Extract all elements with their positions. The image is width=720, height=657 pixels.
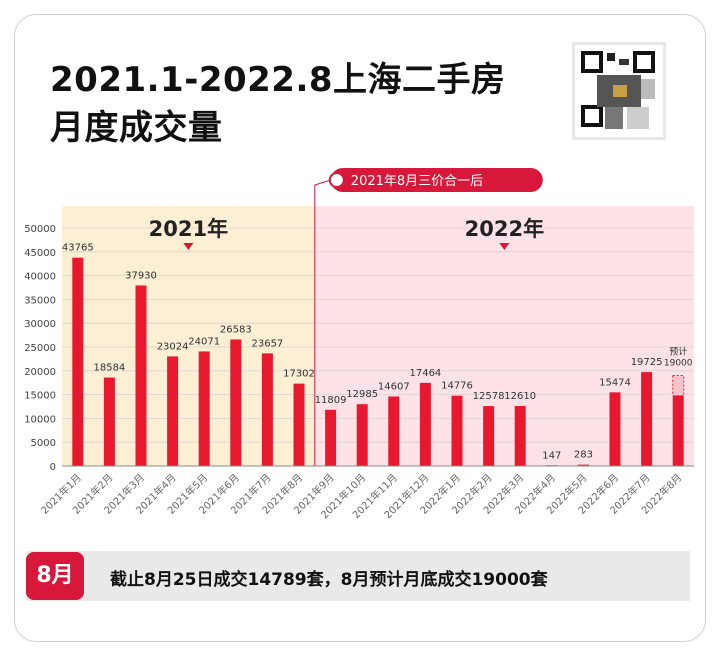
bar bbox=[103, 377, 115, 466]
y-tick-label: 25000 bbox=[24, 343, 56, 354]
down-arrow-icon bbox=[183, 243, 194, 250]
data-label: 15474 bbox=[599, 377, 631, 388]
data-label: 11809 bbox=[315, 395, 347, 406]
qr-code bbox=[572, 42, 666, 140]
data-label: 283 bbox=[574, 450, 593, 461]
y-tick-label: 40000 bbox=[24, 272, 56, 283]
region-2021-label: 2021年 bbox=[149, 217, 228, 241]
data-label: 19725 bbox=[631, 357, 663, 368]
y-tick-label: 30000 bbox=[24, 319, 56, 330]
annotation-dot-icon bbox=[328, 172, 345, 188]
y-tick-label: 15000 bbox=[24, 391, 56, 402]
bar bbox=[293, 383, 305, 466]
data-label: 26583 bbox=[220, 324, 252, 335]
y-tick-label: 5000 bbox=[31, 438, 56, 449]
data-label: 14776 bbox=[441, 381, 473, 392]
data-label: 14607 bbox=[378, 381, 410, 392]
bar bbox=[356, 404, 368, 466]
summary-text: 截止8月25日成交14789套，8月预计月底成交19000套 bbox=[110, 570, 548, 590]
bar bbox=[641, 372, 653, 466]
y-tick-label: 10000 bbox=[24, 414, 56, 425]
bar bbox=[198, 351, 210, 466]
bar bbox=[483, 406, 495, 466]
data-label: 12610 bbox=[504, 391, 536, 402]
bar bbox=[388, 396, 400, 466]
bar bbox=[577, 464, 589, 466]
bar bbox=[419, 382, 431, 466]
bar bbox=[261, 353, 273, 466]
data-label: 24071 bbox=[188, 336, 220, 347]
annotation-pill bbox=[330, 168, 543, 192]
data-label: 17302 bbox=[283, 369, 315, 380]
summary-bar bbox=[26, 551, 690, 601]
data-label: 18584 bbox=[93, 363, 125, 374]
bar bbox=[451, 395, 463, 466]
bar bbox=[325, 409, 337, 466]
down-arrow-icon bbox=[499, 243, 510, 250]
forecast-value: 19000 bbox=[664, 359, 693, 369]
data-label: 17464 bbox=[409, 368, 441, 379]
y-tick-label: 50000 bbox=[24, 224, 56, 235]
annotation-connector bbox=[314, 179, 331, 186]
y-tick-label: 0 bbox=[50, 462, 56, 473]
bar bbox=[672, 395, 684, 466]
y-tick-label: 35000 bbox=[24, 295, 56, 306]
data-label: 23024 bbox=[157, 341, 189, 352]
bar bbox=[167, 356, 179, 466]
bar bbox=[135, 285, 147, 466]
data-label: 43765 bbox=[62, 243, 94, 254]
data-label: 12578 bbox=[473, 391, 505, 402]
region-2022-label: 2022年 bbox=[465, 217, 544, 241]
data-label: 37930 bbox=[125, 270, 157, 281]
bar bbox=[230, 339, 242, 466]
data-label: 12985 bbox=[346, 389, 378, 400]
bar bbox=[514, 405, 526, 466]
data-label: 23657 bbox=[251, 338, 283, 349]
annotation-label: 2021年8月三价合一后 bbox=[351, 174, 483, 189]
bar bbox=[609, 392, 621, 466]
data-label: 147 bbox=[542, 450, 561, 461]
y-tick-label: 45000 bbox=[24, 248, 56, 259]
bar bbox=[72, 257, 84, 466]
y-tick-label: 20000 bbox=[24, 367, 56, 378]
forecast-label: 预计 bbox=[669, 346, 687, 358]
title-line-2: 月度成交量 bbox=[50, 108, 223, 148]
month-badge: 8月 bbox=[26, 552, 84, 600]
forecast-bar bbox=[672, 375, 685, 397]
title-line-1: 2021.1-2022.8上海二手房 bbox=[50, 60, 506, 100]
